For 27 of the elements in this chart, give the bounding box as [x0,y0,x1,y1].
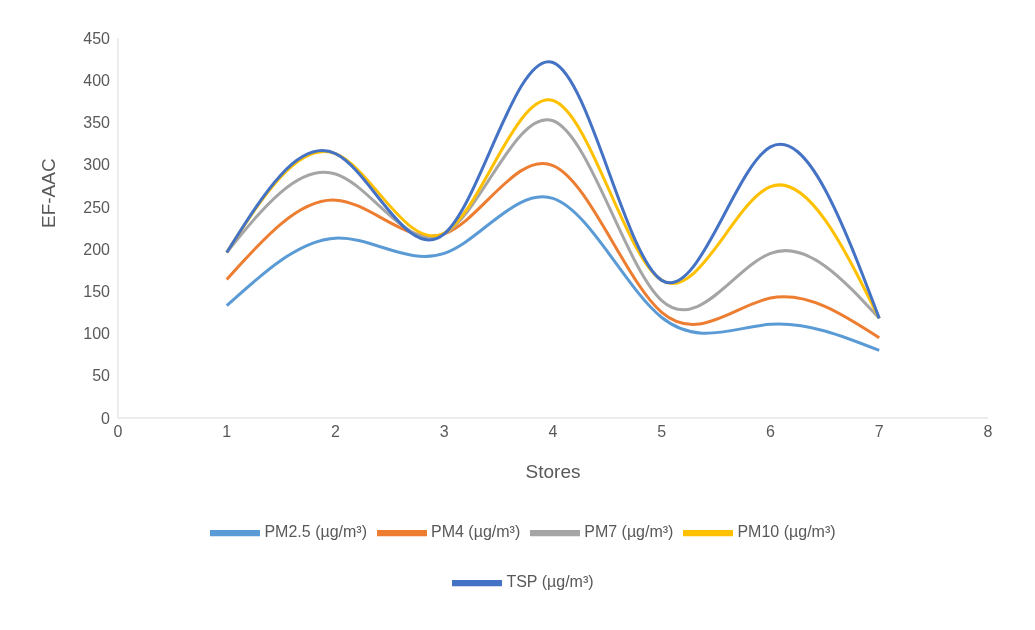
x-tick-label: 5 [657,423,667,441]
x-tick-label: 7 [874,423,884,441]
y-axis-title: EF-AAC [37,158,59,228]
y-tick-label: 100 [83,325,111,343]
legend-label: PM7 (µg/m³) [584,523,674,541]
legend-label: TSP (µg/m³) [506,573,594,591]
y-tick-label: 400 [83,71,111,89]
y-tick-label: 150 [83,283,111,301]
y-tick-label: 350 [83,114,111,132]
x-tick-label: 8 [983,423,993,441]
legend-label: PM4 (µg/m³) [431,523,521,541]
y-tick-label: 200 [83,240,111,258]
y-tick-label: 0 [101,409,111,427]
x-tick-label: 0 [113,423,123,441]
legend-label: PM2.5 (µg/m³) [264,523,367,541]
line-series [225,195,881,352]
y-tick-label: 300 [83,156,111,174]
x-tick-label: 3 [439,423,449,441]
x-tick-label: 2 [331,423,341,441]
y-tick-label: 50 [92,367,111,385]
y-tick-label: 450 [83,29,111,47]
x-axis-title: Stores [525,461,581,482]
x-tick-label: 4 [548,423,558,441]
legend-label: PM10 (µg/m³) [737,523,836,541]
x-tick-label: 1 [222,423,232,441]
x-tick-label: 6 [766,423,776,441]
y-tick-label: 250 [83,198,111,216]
